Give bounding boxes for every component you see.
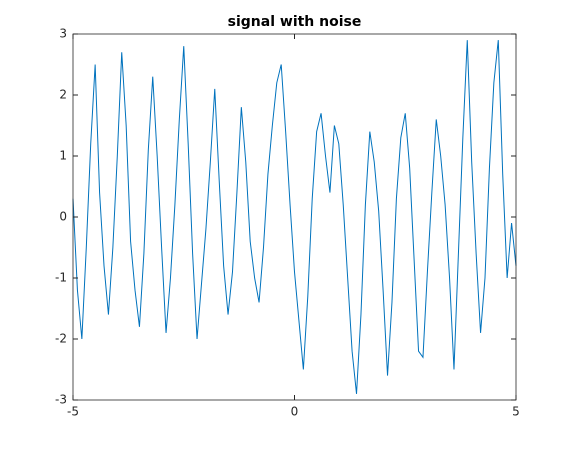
y-tick-label: 3: [59, 27, 67, 41]
y-tick-label: 2: [59, 88, 67, 102]
y-tick-label: 0: [59, 210, 67, 224]
x-tick-label: 0: [291, 405, 299, 419]
y-tick-label: -1: [55, 271, 67, 285]
y-tick-label: 1: [59, 149, 67, 163]
x-tick-label: 5: [512, 405, 520, 419]
y-tick-label: -2: [55, 332, 67, 346]
chart-title: signal with noise: [228, 14, 362, 30]
x-tick-label: -5: [67, 405, 79, 419]
y-tick-label: -3: [55, 393, 67, 407]
data-line: [72, 40, 517, 394]
plot-area: [73, 34, 516, 400]
